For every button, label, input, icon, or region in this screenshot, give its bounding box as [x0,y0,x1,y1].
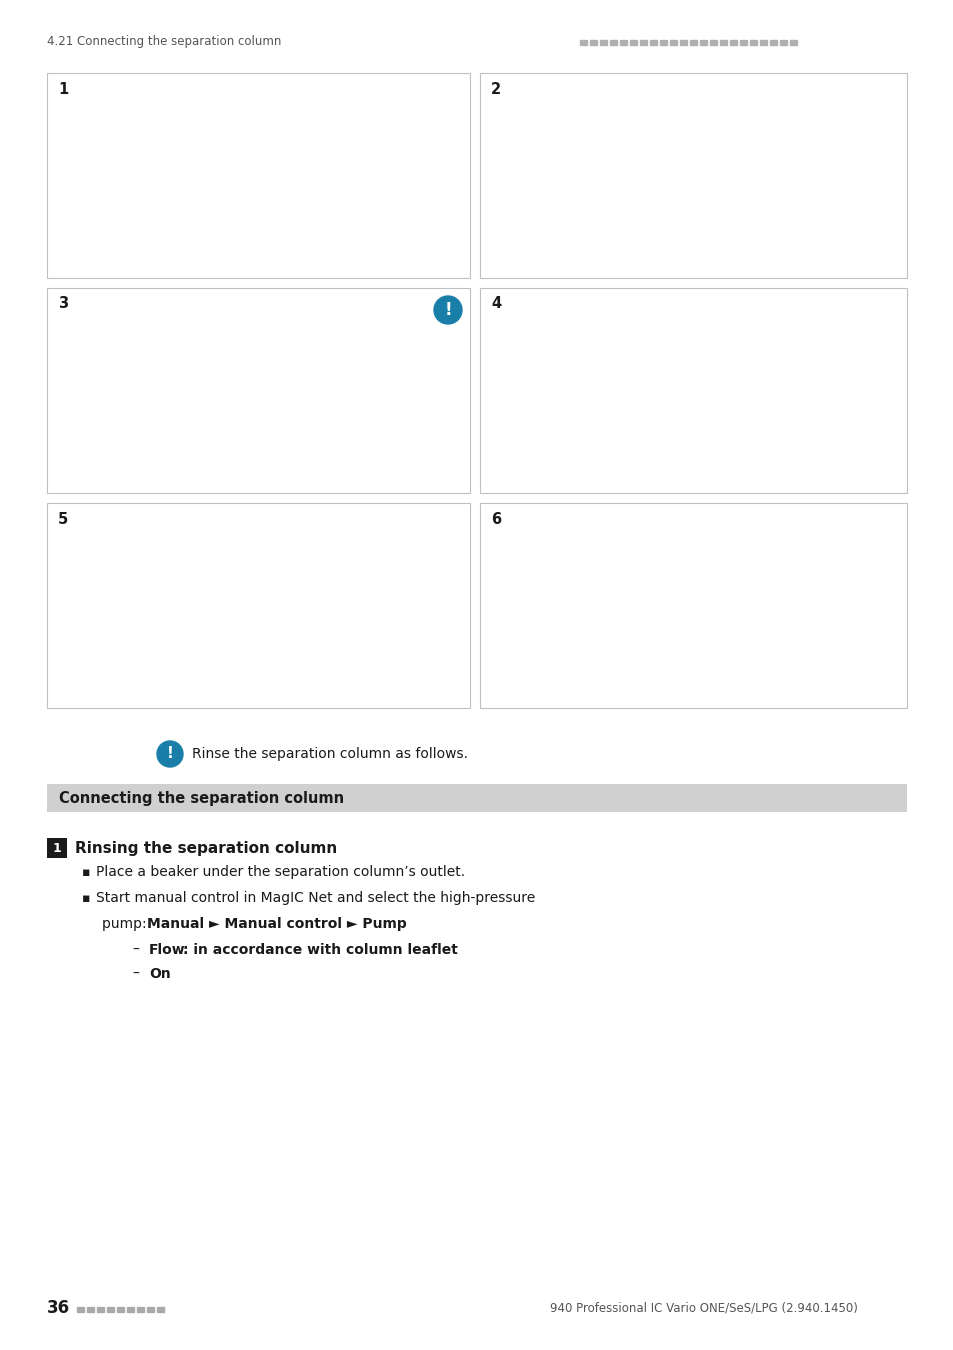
Bar [749,40,757,45]
Text: 1: 1 [52,841,61,855]
Bar [629,40,637,45]
Text: Rinsing the separation column: Rinsing the separation column [75,841,337,856]
Bar [599,40,606,45]
Bar [137,1307,144,1312]
Bar [479,288,906,493]
Bar [639,40,646,45]
Text: 2: 2 [491,81,500,96]
Circle shape [157,741,183,767]
Bar [479,73,906,278]
Bar [709,40,717,45]
Bar [47,73,470,278]
Text: Connecting the separation column: Connecting the separation column [59,791,344,806]
Text: 940 Professional IC Vario ONE/SeS/LPG (2.940.1450): 940 Professional IC Vario ONE/SeS/LPG (2… [550,1301,857,1315]
Bar [47,784,906,811]
Text: 36: 36 [47,1299,71,1318]
Text: 5: 5 [58,512,69,526]
Text: Manual ► Manual control ► Pump: Manual ► Manual control ► Pump [147,917,406,932]
Bar [47,288,470,493]
Bar [760,40,766,45]
Bar [720,40,726,45]
Text: !: ! [167,747,173,761]
Circle shape [434,296,461,324]
Bar [479,504,906,707]
Bar [649,40,657,45]
Bar [619,40,626,45]
Text: Rinse the separation column as follows.: Rinse the separation column as follows. [192,747,468,761]
Bar [47,504,470,707]
Bar [47,838,67,859]
Bar [789,40,796,45]
Bar [669,40,677,45]
Text: !: ! [444,301,452,319]
Bar [127,1307,133,1312]
Bar [780,40,786,45]
Text: ▪: ▪ [82,891,91,904]
Bar [97,1307,104,1312]
Bar [609,40,617,45]
Text: 3: 3 [58,297,68,312]
Bar [659,40,666,45]
Text: Flow: Flow [149,944,186,957]
Text: pump:: pump: [102,917,151,932]
Text: : in accordance with column leaflet: : in accordance with column leaflet [183,944,457,957]
Bar [87,1307,94,1312]
Text: 4: 4 [491,297,500,312]
Text: On: On [149,967,171,981]
Text: Start manual control in MagIC Net and select the high-pressure: Start manual control in MagIC Net and se… [96,891,535,904]
Bar [729,40,737,45]
Bar [769,40,776,45]
Text: 4.21 Connecting the separation column: 4.21 Connecting the separation column [47,35,281,49]
Bar [740,40,746,45]
Bar [700,40,706,45]
Bar [107,1307,113,1312]
Bar [77,1307,84,1312]
Text: 1: 1 [58,81,69,96]
Bar [117,1307,124,1312]
Bar [157,1307,164,1312]
Text: –: – [132,944,139,957]
Text: ▪: ▪ [82,865,91,879]
Bar [689,40,697,45]
Text: –: – [132,967,139,981]
Text: 6: 6 [491,512,500,526]
Bar [579,40,586,45]
Text: Place a beaker under the separation column’s outlet.: Place a beaker under the separation colu… [96,865,465,879]
Bar [589,40,597,45]
Bar [679,40,686,45]
Bar [147,1307,153,1312]
